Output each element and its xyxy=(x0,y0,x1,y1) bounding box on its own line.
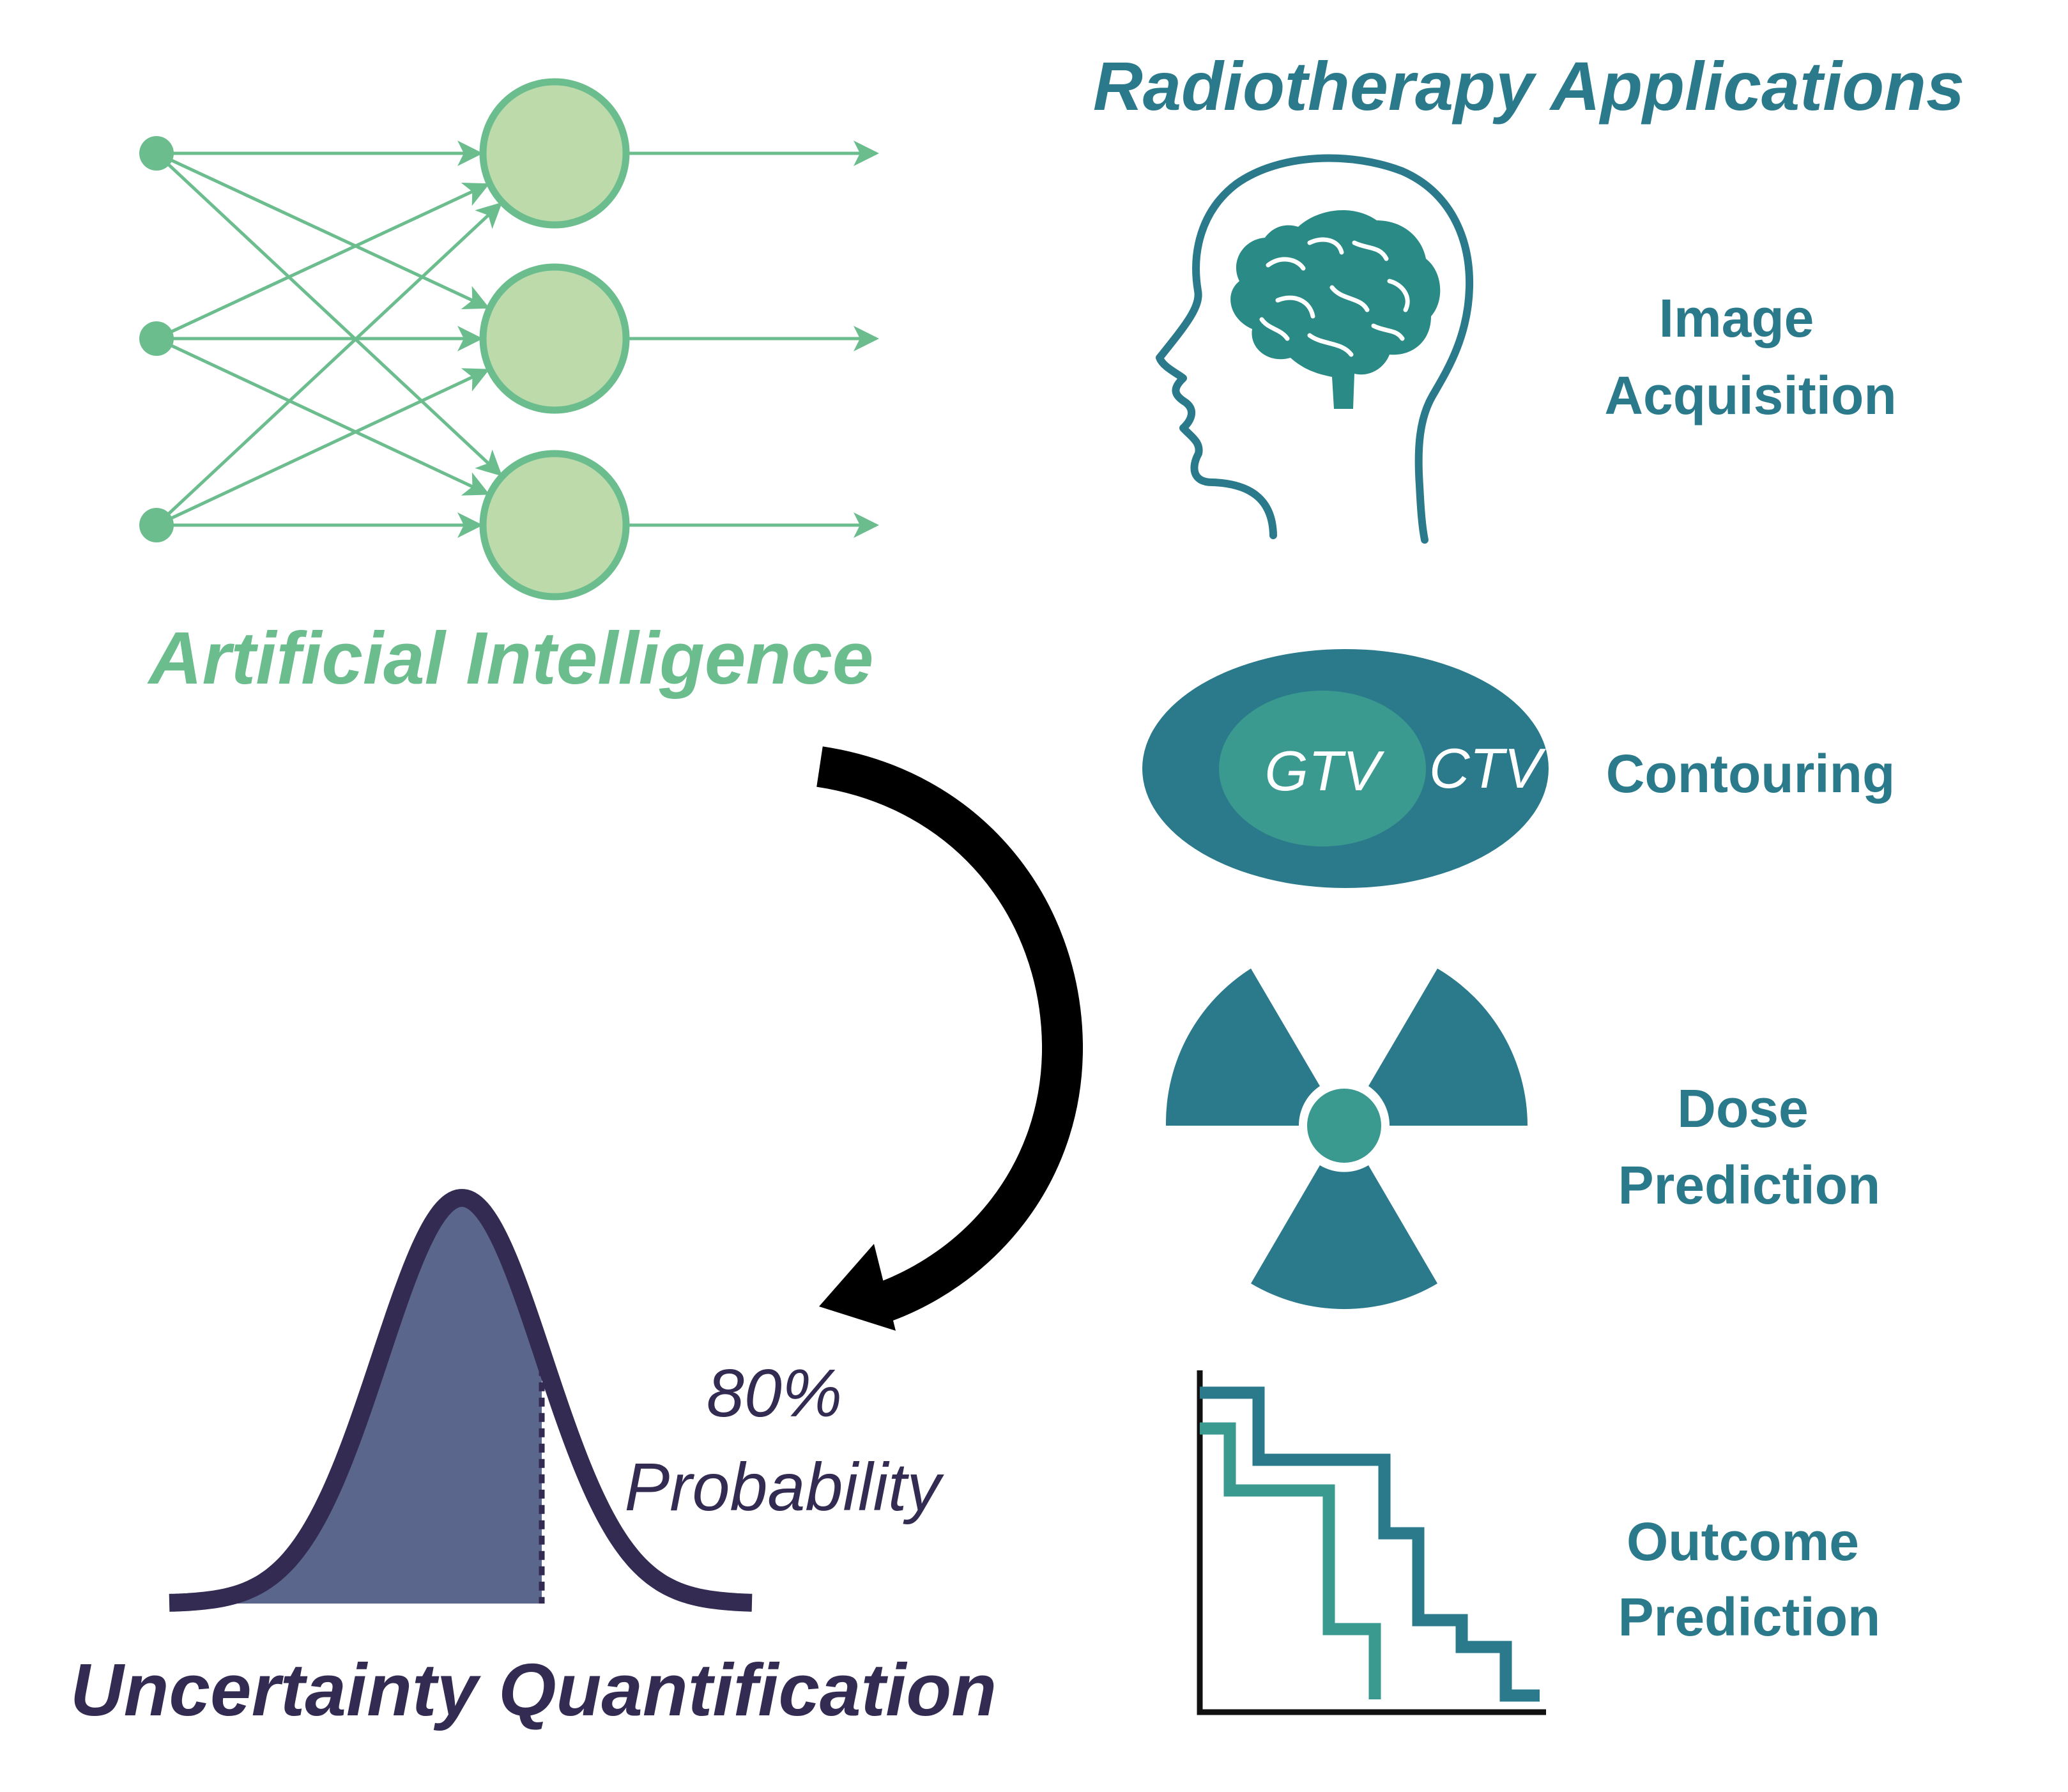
hidden-node-2 xyxy=(479,263,630,414)
connection-2-1 xyxy=(155,183,490,341)
connection-1-2 xyxy=(155,151,490,309)
radiotherapy-applications-title: Radiotherapy Applications xyxy=(1093,47,1965,125)
survival-curve-dark xyxy=(1200,1386,1540,1702)
input-node-3 xyxy=(139,508,174,542)
neural-network-nodes xyxy=(139,78,630,601)
neural-network-icon xyxy=(139,78,879,601)
ctv-label: CTV xyxy=(1429,737,1546,800)
connection-3-1 xyxy=(155,202,503,526)
hidden-node-1 xyxy=(479,78,630,229)
trefoil-center xyxy=(1307,1089,1381,1163)
radiation-trefoil-icon xyxy=(1165,969,1528,1310)
connection-2-3 xyxy=(155,337,490,496)
head-brain-icon xyxy=(1156,154,1474,544)
gtv-ellipse xyxy=(1219,691,1426,846)
artificial-intelligence-title: Artificial Intelligence xyxy=(147,616,874,700)
survival-curve-light xyxy=(1200,1422,1381,1699)
bell-curve-line xyxy=(163,1189,758,1612)
neural-network-connections xyxy=(155,141,503,538)
curved-arrow-head xyxy=(819,1244,896,1331)
image-acquisition-label-line2: Acquisition xyxy=(1604,365,1896,425)
input-node-1 xyxy=(139,136,174,171)
bell-curve-icon xyxy=(163,1189,758,1612)
outcome-label-line1: Outcome xyxy=(1627,1512,1859,1572)
curved-arrow-shaft xyxy=(816,746,1084,1325)
contouring-label: Contouring xyxy=(1606,744,1896,804)
outcome-prediction-label-line2: Prediction xyxy=(1618,1587,1881,1647)
probability-label: Probability xyxy=(625,1450,945,1525)
contour-ellipse-icon xyxy=(1142,649,1549,888)
input-node-2 xyxy=(139,321,174,356)
probability-value: 80% xyxy=(707,1356,842,1431)
image-label-line1: Image xyxy=(1659,288,1814,348)
gtv-label: GTV xyxy=(1265,739,1385,802)
neural-network-outputs xyxy=(626,141,879,538)
curved-arrow-icon xyxy=(816,746,1084,1331)
connection-1-3 xyxy=(155,152,503,477)
survival-curve-icon xyxy=(1197,1370,1546,1715)
survival-axes xyxy=(1197,1370,1546,1715)
dose-prediction-label-line2: Prediction xyxy=(1618,1155,1881,1215)
hidden-node-3 xyxy=(479,450,630,601)
uncertainty-quantification-title: Uncertainty Quantification xyxy=(70,1648,997,1731)
bell-curve-shaded-area xyxy=(169,1198,542,1604)
dose-label-line1: Dose xyxy=(1677,1078,1808,1138)
connection-3-2 xyxy=(155,368,490,527)
